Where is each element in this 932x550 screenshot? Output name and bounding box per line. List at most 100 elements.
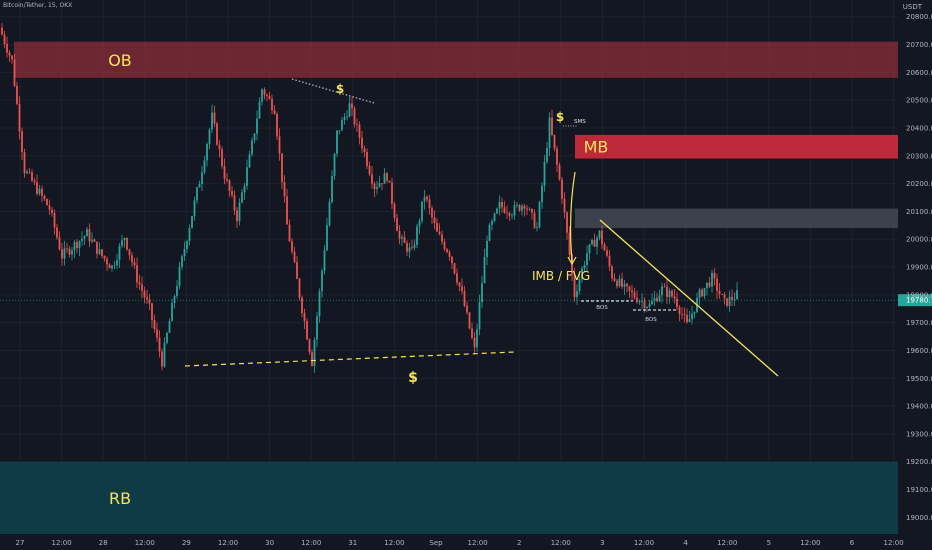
x-axis: 27 12:00 28 12:00 29 12:00 30 12:00 31 12:00 Sep 12… xyxy=(16,539,904,547)
candle-body xyxy=(493,213,496,221)
candle-body xyxy=(126,237,128,250)
candle-body xyxy=(13,59,16,86)
candle-body xyxy=(661,286,663,296)
candle-body xyxy=(548,117,551,148)
candle-body xyxy=(496,208,498,214)
candle-body xyxy=(331,175,333,202)
candle-body xyxy=(581,268,583,280)
candle-body xyxy=(78,240,81,249)
candle-body xyxy=(663,286,666,288)
candle-body xyxy=(318,291,321,317)
candle-body xyxy=(371,174,373,184)
candle-body xyxy=(313,339,316,366)
candle-body xyxy=(121,240,123,246)
sms-label: SMS xyxy=(574,119,586,125)
x-tick-label: Sep xyxy=(429,539,443,547)
candle-body xyxy=(198,183,201,188)
candle-body xyxy=(721,293,723,295)
candle-body xyxy=(346,116,348,118)
candle-body xyxy=(291,241,293,252)
candle-body xyxy=(316,316,318,340)
candle-body xyxy=(243,185,246,193)
candle-body xyxy=(188,228,191,242)
candle-body xyxy=(143,290,146,298)
candle-body xyxy=(236,210,238,222)
candle-body xyxy=(698,289,701,298)
y-tick-label: 19500.00 xyxy=(906,375,932,383)
candle-body xyxy=(18,103,21,132)
candle-body xyxy=(16,85,18,104)
candle-body xyxy=(93,239,96,242)
candle-body xyxy=(558,164,561,180)
candle-body xyxy=(173,296,176,304)
candle-body xyxy=(141,284,143,291)
candle-body xyxy=(543,161,546,186)
candle-body xyxy=(336,130,338,154)
y-tick-label: 20500.00 xyxy=(906,97,932,105)
candle-body xyxy=(96,241,98,254)
candle-body xyxy=(643,300,646,309)
candle-body xyxy=(613,278,616,281)
candle-body xyxy=(436,223,438,232)
candle-body xyxy=(253,133,256,141)
zone-label-rb: RB xyxy=(109,489,131,508)
candle-body xyxy=(263,89,266,96)
candle-body xyxy=(533,212,536,228)
x-tick-label: 12:00 xyxy=(218,539,238,547)
candle-body xyxy=(116,260,118,266)
candle-body xyxy=(676,298,678,308)
imb-arrow xyxy=(569,171,576,263)
candle-body xyxy=(651,301,653,305)
candle-body xyxy=(348,103,351,117)
candle-body xyxy=(233,195,236,211)
candle-body xyxy=(631,290,633,293)
dollar-bottom-label: $ xyxy=(408,370,418,386)
candle-body xyxy=(563,198,566,213)
candle-body xyxy=(716,278,718,291)
candle-body xyxy=(161,351,163,367)
candle-body xyxy=(248,154,251,168)
candle-body xyxy=(453,263,456,274)
candle-body xyxy=(321,270,323,292)
candle-body xyxy=(153,319,156,330)
candle-body xyxy=(476,329,478,348)
dollar-top-label: $ xyxy=(336,82,344,96)
candle-body xyxy=(593,240,596,247)
candle-body xyxy=(53,212,56,228)
candle-body xyxy=(401,236,403,239)
candle-body xyxy=(606,250,608,256)
trend-line xyxy=(599,219,779,377)
candle-body xyxy=(241,192,243,203)
candle-body xyxy=(106,258,108,265)
candle-body xyxy=(271,98,273,111)
x-tick-label: 31 xyxy=(348,539,357,547)
candle-body xyxy=(258,101,261,119)
candle-body xyxy=(138,282,141,285)
candle-body xyxy=(726,298,728,306)
candle-body xyxy=(23,152,26,174)
candle-body xyxy=(238,202,241,222)
candle-body xyxy=(293,251,296,263)
candle-body xyxy=(568,232,571,255)
imb-arrow-head xyxy=(567,256,577,266)
x-tick-label: 12:00 xyxy=(468,539,488,547)
candle-body xyxy=(68,248,71,255)
candle-body xyxy=(26,171,28,174)
candle-body xyxy=(351,103,353,109)
y-tick-label: 20400.00 xyxy=(906,124,932,132)
candle-body xyxy=(541,185,543,203)
candle-body xyxy=(428,199,431,208)
candle-body xyxy=(421,201,423,221)
candle-body xyxy=(523,205,526,209)
candle-body xyxy=(608,255,611,267)
candle-body xyxy=(356,124,358,126)
candle-body xyxy=(46,199,48,206)
candle-body xyxy=(256,118,258,134)
candle-body xyxy=(616,280,618,287)
candle-body xyxy=(521,205,523,211)
candles xyxy=(1,23,738,373)
candle-body xyxy=(63,248,66,259)
candle-body xyxy=(408,247,411,252)
